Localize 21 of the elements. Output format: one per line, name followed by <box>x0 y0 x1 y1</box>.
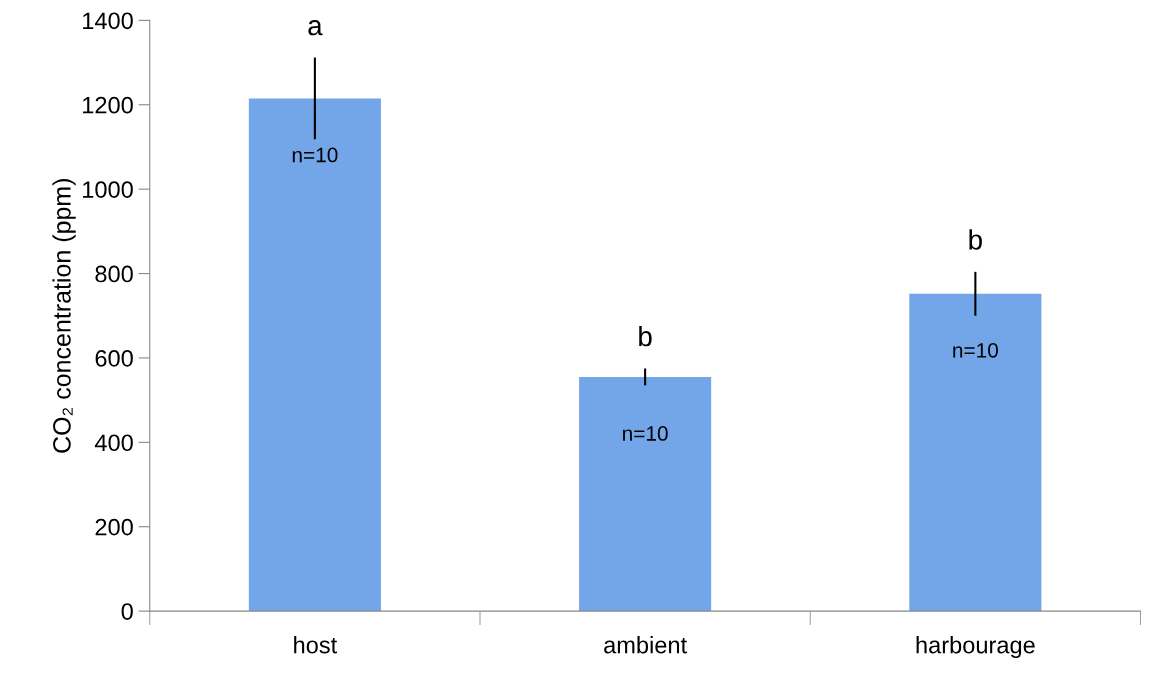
y-tick-label: 1000 <box>83 181 133 198</box>
bar <box>579 376 712 612</box>
y-tick-label: 1400 <box>83 12 133 30</box>
annotation: n=10 <box>292 147 338 163</box>
y-tick-label: 200 <box>95 518 133 536</box>
annotation: n=10 <box>623 426 668 441</box>
annotation: n=10 <box>953 342 999 358</box>
annotation: a <box>308 20 323 36</box>
x-tick-label: ambient <box>604 636 687 654</box>
y-tick-label: 1200 <box>83 96 133 114</box>
y-tick-label: 800 <box>95 265 133 283</box>
y-tick-label: 400 <box>94 434 133 452</box>
y-tick-label: 600 <box>95 350 133 367</box>
bar <box>909 293 1042 612</box>
x-tick-label: host <box>294 636 338 654</box>
x-tick-label: harbourage <box>916 636 1035 659</box>
bar <box>248 98 381 612</box>
annotation: b <box>639 325 652 347</box>
annotation: b <box>969 229 982 250</box>
y-tick-label: 0 <box>121 603 133 620</box>
y-axis-title: CO₂ concentration (ppm) <box>52 179 76 453</box>
